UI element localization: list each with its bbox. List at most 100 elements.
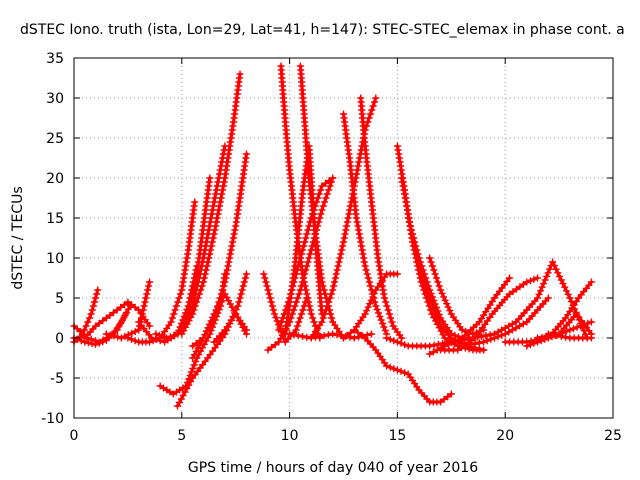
data-point	[113, 306, 121, 314]
data-point	[338, 246, 346, 254]
series-group	[70, 62, 595, 410]
data-point	[549, 258, 557, 266]
data-point	[209, 313, 217, 321]
data-point	[587, 318, 595, 326]
series-25	[340, 270, 401, 342]
data-point	[317, 210, 325, 218]
data-point	[271, 310, 278, 318]
data-point	[131, 328, 139, 336]
data-point	[380, 323, 388, 331]
data-point	[74, 335, 82, 343]
data-point	[172, 302, 180, 310]
data-point	[379, 320, 387, 327]
series-39	[544, 330, 595, 342]
data-point	[237, 290, 245, 298]
data-point	[480, 346, 488, 354]
data-point	[401, 369, 409, 377]
data-point	[361, 310, 369, 318]
data-point	[557, 276, 565, 284]
data-point	[92, 322, 100, 330]
data-point	[304, 258, 312, 266]
data-point	[365, 278, 373, 286]
y-tick-label: 5	[55, 291, 64, 307]
data-point	[146, 338, 153, 346]
data-point	[211, 226, 219, 234]
data-point	[124, 334, 132, 342]
data-point	[433, 304, 440, 311]
series-3	[81, 298, 153, 342]
data-point	[318, 206, 326, 214]
series-14	[210, 310, 250, 346]
data-point	[303, 290, 311, 298]
data-point	[239, 282, 247, 290]
data-point	[213, 214, 221, 222]
data-point	[424, 282, 432, 290]
data-point	[366, 300, 374, 308]
data-point	[422, 274, 430, 282]
data-point	[428, 293, 436, 301]
data-point	[371, 98, 378, 106]
data-point	[210, 198, 218, 206]
data-point	[212, 190, 220, 198]
data-point	[410, 234, 418, 242]
x-tick-label: 10	[281, 428, 299, 444]
data-point	[145, 282, 153, 290]
data-point	[383, 302, 391, 310]
data-point	[386, 335, 394, 343]
data-point	[199, 334, 207, 342]
data-point	[174, 298, 182, 306]
series-9	[178, 70, 244, 338]
data-point	[243, 270, 250, 278]
data-point	[87, 310, 95, 318]
data-point	[260, 270, 268, 278]
data-point	[350, 326, 358, 334]
data-point	[84, 318, 92, 326]
data-point	[322, 194, 330, 202]
data-point	[505, 328, 513, 336]
data-point	[435, 319, 443, 326]
data-point	[364, 274, 372, 282]
data-point	[361, 262, 369, 270]
data-point	[526, 341, 534, 349]
data-point	[229, 234, 237, 242]
data-point	[315, 190, 323, 198]
data-point	[556, 272, 563, 280]
data-point	[117, 303, 125, 311]
data-point	[446, 307, 454, 315]
data-point	[401, 341, 409, 349]
data-point	[364, 303, 372, 311]
data-point	[546, 265, 554, 273]
data-point	[426, 254, 434, 262]
data-point	[538, 283, 546, 291]
data-point	[370, 289, 378, 297]
data-point	[411, 238, 419, 246]
data-point	[326, 182, 334, 190]
data-point	[358, 331, 365, 339]
data-point	[268, 343, 276, 351]
data-point	[295, 318, 303, 326]
data-point	[490, 330, 498, 338]
data-point	[295, 290, 303, 298]
data-point	[218, 190, 226, 198]
data-point	[508, 326, 516, 334]
data-point	[467, 340, 475, 348]
data-point	[458, 326, 466, 334]
data-point	[320, 332, 328, 340]
data-point	[534, 294, 541, 302]
data-point	[328, 314, 336, 322]
data-point	[309, 314, 317, 322]
data-point	[202, 266, 210, 274]
data-point	[343, 331, 351, 339]
data-point	[317, 186, 325, 194]
y-tick-label: 20	[46, 171, 64, 187]
grid	[74, 58, 613, 418]
data-point	[559, 280, 567, 288]
data-point	[241, 274, 249, 282]
series-4	[102, 278, 153, 342]
data-point	[458, 342, 466, 350]
data-point	[519, 320, 527, 328]
data-point	[292, 326, 300, 334]
data-point	[397, 339, 405, 347]
data-point	[331, 274, 339, 282]
data-point	[523, 342, 531, 350]
